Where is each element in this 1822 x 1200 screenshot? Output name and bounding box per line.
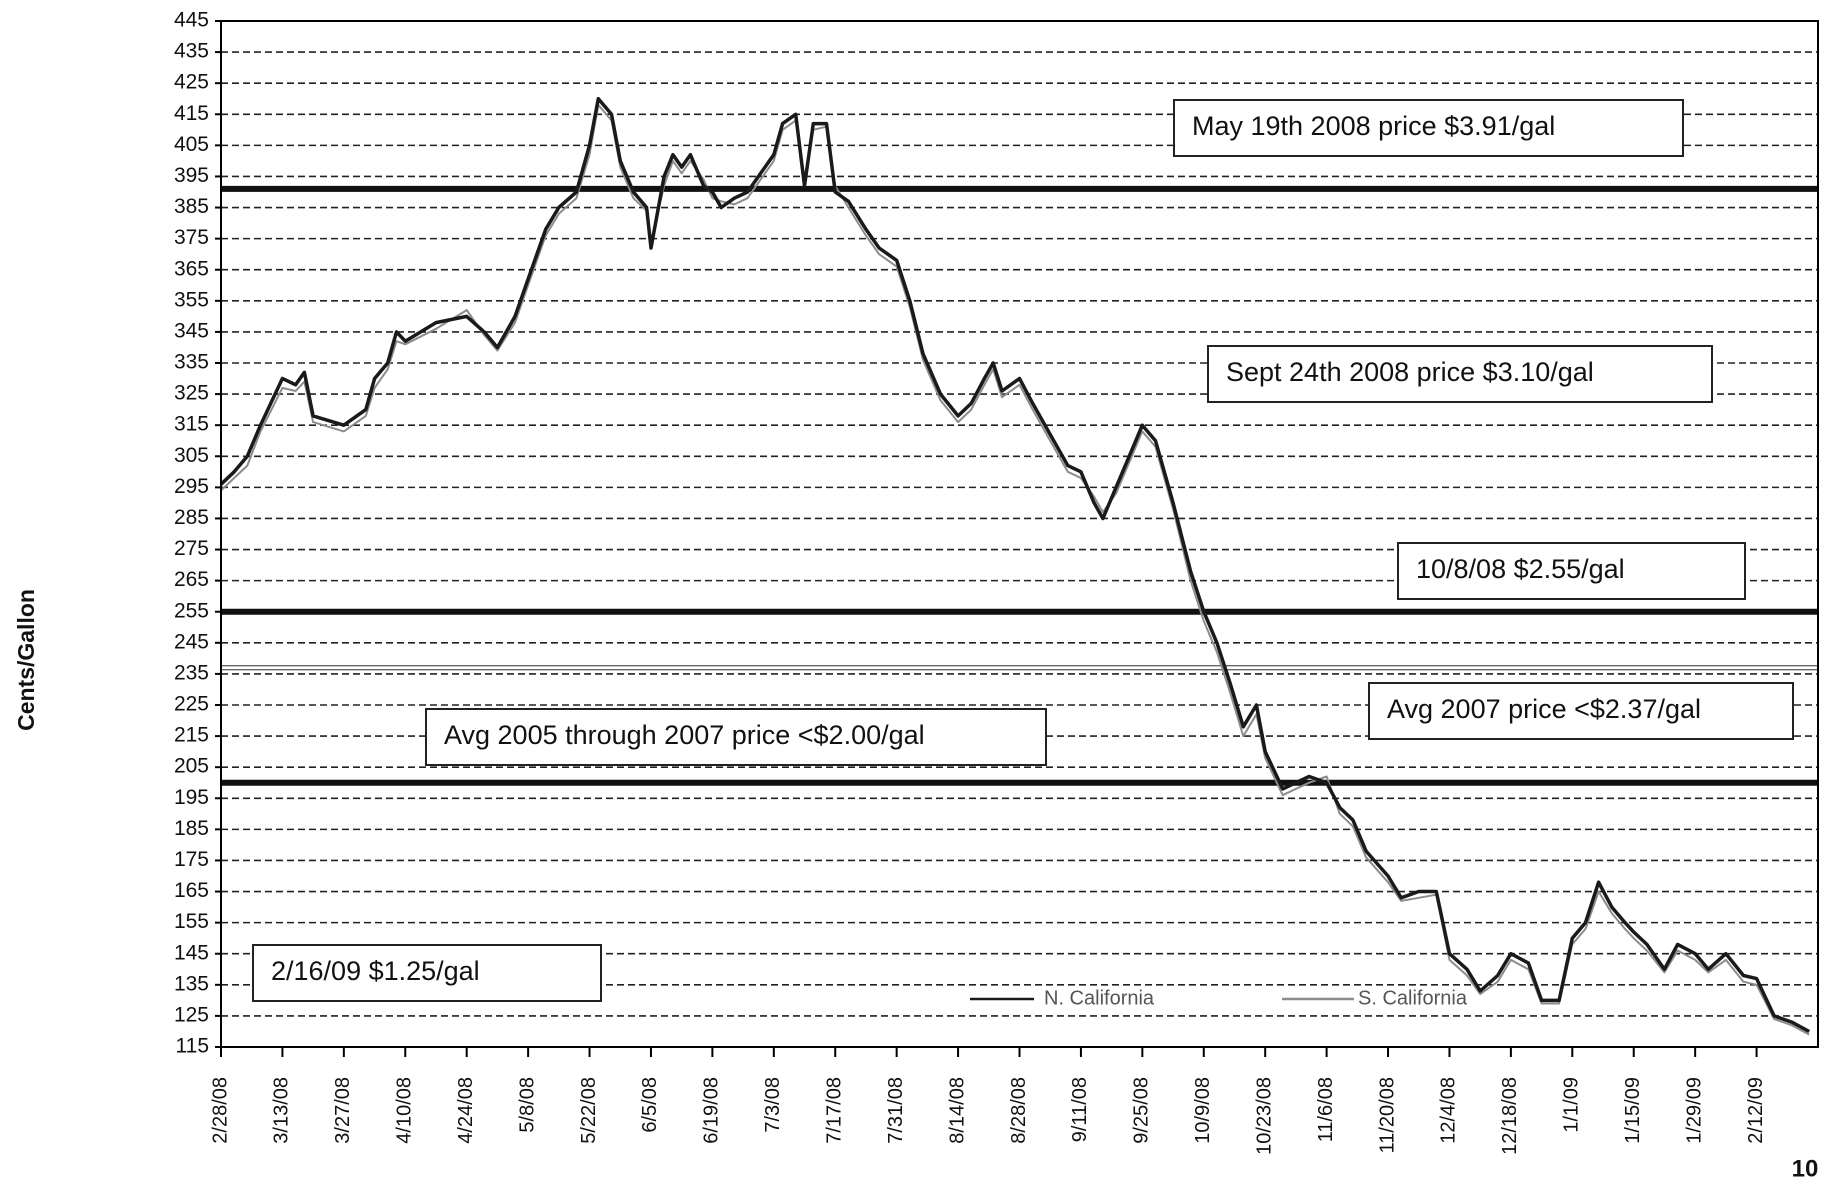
y-tick-label: 315: [174, 413, 209, 436]
y-tick-label: 425: [174, 71, 209, 94]
x-tick-label: 3/27/08: [332, 1077, 354, 1144]
annotation-box: [252, 944, 602, 1002]
y-tick-label: 335: [174, 351, 209, 374]
x-tick-label: 10/23/08: [1253, 1077, 1275, 1155]
annotation-box: [1397, 542, 1746, 600]
page-number: 10: [1792, 1155, 1819, 1182]
y-tick-label: 125: [174, 1003, 209, 1026]
x-tick-label: 1/15/09: [1622, 1077, 1644, 1144]
annotation-box: [425, 708, 1047, 766]
x-tick-label: 12/4/08: [1438, 1077, 1460, 1144]
y-tick-label: 255: [174, 599, 209, 622]
series-line: [219, 96, 1811, 1034]
y-tick-label: 265: [174, 568, 209, 591]
x-tick-label: 11/20/08: [1376, 1077, 1398, 1153]
y-tick-label: 365: [174, 257, 209, 280]
x-tick-label: 4/24/08: [455, 1077, 477, 1144]
y-tick-label: 325: [174, 382, 209, 405]
y-tick-label: 165: [174, 879, 209, 902]
legend-label: N. California: [1044, 987, 1155, 1009]
y-tick-label: 435: [174, 40, 209, 63]
x-tick-label: 9/11/08: [1069, 1077, 1091, 1142]
y-tick-label: 395: [174, 164, 209, 187]
y-tick-label: 185: [174, 817, 209, 840]
plot-border: [220, 20, 1819, 1048]
annotation: Sept 24th 2008 price $3.10/gal: [1226, 357, 1594, 387]
y-tick-label: 195: [174, 786, 209, 809]
y-tick-label: 385: [174, 195, 209, 218]
x-tick-label: 7/31/08: [885, 1077, 907, 1144]
y-tick-label: 295: [174, 475, 209, 498]
x-tick-label: 8/14/08: [946, 1077, 968, 1144]
annotation: Avg 2007 price <$2.37/gal: [1387, 694, 1701, 724]
y-tick-label: 445: [174, 9, 209, 32]
y-tick-label: 205: [174, 755, 209, 778]
x-tick-label: 9/25/08: [1131, 1077, 1153, 1144]
annotation: 2/16/09 $1.25/gal: [271, 956, 480, 986]
y-tick-label: 145: [174, 941, 209, 964]
legend-label: S. California: [1358, 987, 1468, 1009]
x-tick-label: 1/1/09: [1561, 1077, 1583, 1133]
annotation: Avg 2005 through 2007 price <$2.00/gal: [444, 720, 925, 750]
y-tick-label: 135: [174, 972, 209, 995]
y-tick-label: 345: [174, 319, 209, 342]
y-tick-label: 355: [174, 288, 209, 311]
series-line: [220, 103, 1810, 1036]
y-tick-label: 305: [174, 444, 209, 467]
x-tick-label: 6/5/08: [639, 1077, 661, 1133]
x-tick-label: 12/18/08: [1499, 1077, 1521, 1155]
x-tick-label: 2/12/09: [1745, 1077, 1767, 1144]
x-tick-label: 8/28/08: [1008, 1077, 1030, 1144]
x-tick-label: 6/19/08: [701, 1077, 723, 1144]
x-tick-label: 4/10/08: [394, 1077, 416, 1144]
y-tick-label: 155: [174, 910, 209, 933]
y-tick-label: 415: [174, 102, 209, 125]
annotation: May 19th 2008 price $3.91/gal: [1192, 111, 1555, 141]
x-tick-label: 5/8/08: [516, 1077, 538, 1133]
x-tick-label: 10/9/08: [1192, 1077, 1214, 1144]
y-tick-label: 235: [174, 661, 209, 684]
y-tick-label: 175: [174, 848, 209, 871]
x-tick-label: 2/28/08: [209, 1077, 231, 1144]
y-tick-label: 215: [174, 724, 209, 747]
y-tick-label: 285: [174, 506, 209, 529]
y-tick-label: 225: [174, 693, 209, 716]
x-tick-label: 11/6/08: [1315, 1077, 1337, 1142]
annotation: 10/8/08 $2.55/gal: [1416, 554, 1625, 584]
annotation-box: [1173, 99, 1684, 157]
annotation-box: [1207, 345, 1713, 403]
y-tick-label: 245: [174, 630, 209, 653]
y-tick-label: 375: [174, 226, 209, 249]
x-tick-label: 3/13/08: [271, 1077, 293, 1144]
y-tick-label: 115: [176, 1035, 209, 1058]
annotation-box: [1368, 682, 1794, 740]
x-tick-label: 1/29/09: [1683, 1077, 1705, 1144]
x-tick-label: 7/17/08: [824, 1077, 846, 1144]
x-tick-label: 5/22/08: [578, 1077, 600, 1144]
x-tick-label: 7/3/08: [762, 1077, 784, 1133]
y-tick-label: 405: [174, 133, 209, 156]
y-tick-label: 275: [174, 537, 209, 560]
y-axis-label: Cents/Gallon: [13, 589, 39, 731]
